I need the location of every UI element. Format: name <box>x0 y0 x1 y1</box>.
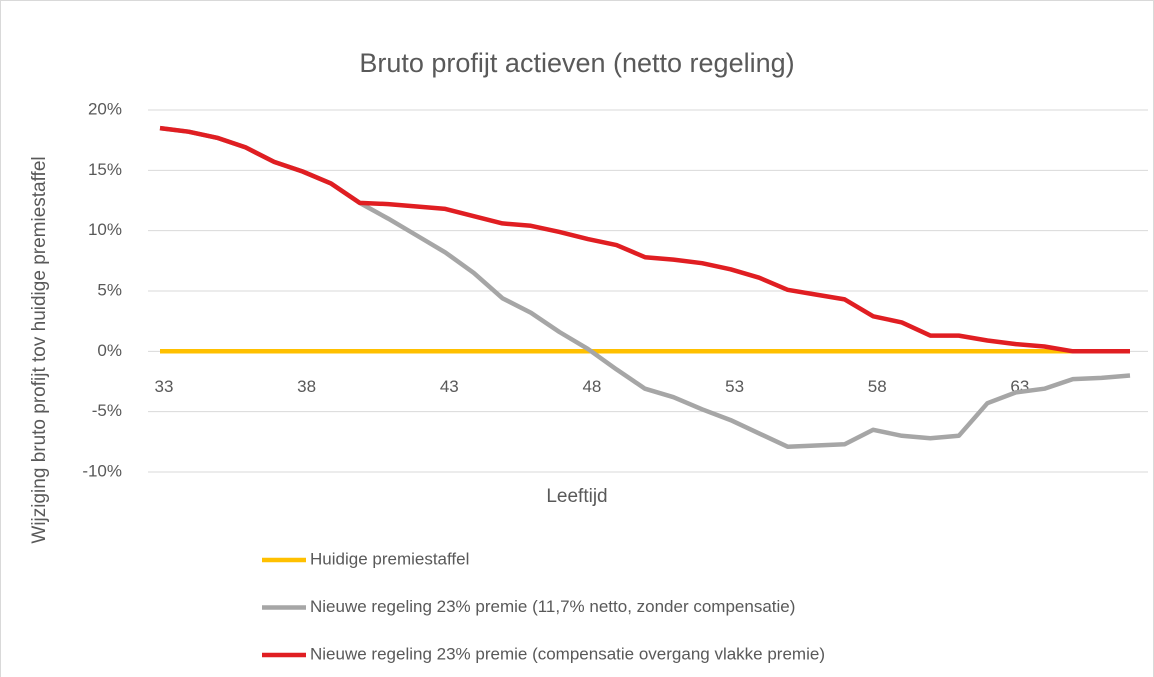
legend-label: Nieuwe regeling 23% premie (compensatie … <box>310 644 825 663</box>
y-tick-label: 10% <box>88 220 122 239</box>
x-tick-label: 53 <box>725 377 744 396</box>
x-tick-label: 58 <box>868 377 887 396</box>
series-line <box>159 125 1131 449</box>
y-tick-label: -5% <box>92 401 122 420</box>
x-tick-label: 33 <box>155 377 174 396</box>
x-axis-label: Leeftijd <box>546 486 607 507</box>
y-tick-label: 0% <box>97 341 122 360</box>
y-axis-label: Wijziging bruto profijt tov huidige prem… <box>29 156 50 543</box>
y-tick-label: 5% <box>97 280 122 299</box>
x-tick-label: 43 <box>440 377 459 396</box>
legend-label: Nieuwe regeling 23% premie (11,7% netto,… <box>310 597 795 616</box>
legend-label: Huidige premiestaffel <box>310 549 469 568</box>
y-tick-label: -10% <box>82 461 122 480</box>
y-tick-label: 15% <box>88 160 122 179</box>
x-tick-label: 48 <box>582 377 601 396</box>
x-tick-label: 38 <box>297 377 316 396</box>
y-tick-label: 20% <box>88 99 122 118</box>
chart-title: Bruto profijt actieven (netto regeling) <box>359 48 794 78</box>
series-line <box>159 125 1130 354</box>
